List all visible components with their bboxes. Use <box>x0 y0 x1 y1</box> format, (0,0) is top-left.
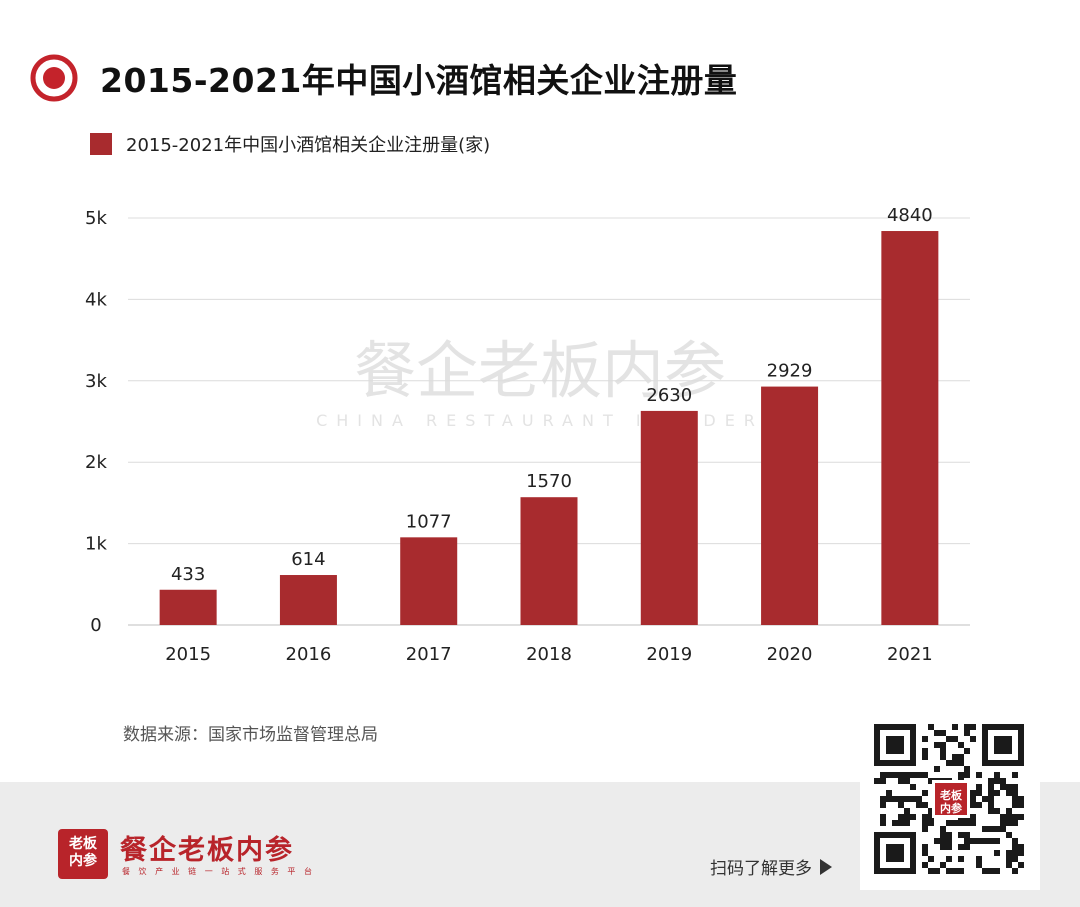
data-label: 614 <box>291 549 325 570</box>
arrow-right-icon <box>820 858 832 875</box>
y-tick-label: 3k <box>85 371 107 392</box>
x-tick-label: 2020 <box>767 644 813 665</box>
qr-badge-line2: 内参 <box>940 802 962 815</box>
qr-code-icon <box>874 724 1024 874</box>
target-icon <box>30 54 78 102</box>
y-tick-label: 1k <box>85 534 107 555</box>
x-tick-label: 2016 <box>286 644 332 665</box>
source-note: 数据来源：国家市场监督管理总局 <box>123 725 378 745</box>
data-label: 1077 <box>406 511 452 532</box>
y-tick-label: 2k <box>85 452 107 473</box>
bar <box>881 231 939 626</box>
x-tick-label: 2017 <box>406 644 452 665</box>
scan-label: 扫码了解更多 <box>710 859 812 879</box>
brand-name: 餐企老板内参 <box>120 835 294 866</box>
data-label: 433 <box>171 564 205 585</box>
bar <box>159 589 217 625</box>
logo-text-line1: 老板 <box>69 836 97 852</box>
qr-badge-line1: 老板 <box>940 789 962 802</box>
data-label: 2929 <box>767 361 813 382</box>
x-tick-label: 2019 <box>646 644 692 665</box>
qr-code[interactable]: 老板 内参 <box>860 712 1040 890</box>
brand-tagline: 餐 饮 产 业 链 一 站 式 服 务 平 台 <box>122 867 315 876</box>
x-tick-label: 2021 <box>887 644 933 665</box>
data-label: 1570 <box>526 471 572 492</box>
y-tick-label: 0 <box>90 615 101 636</box>
logo-text-line2: 内参 <box>69 853 97 869</box>
bar <box>279 575 337 625</box>
bar <box>761 386 819 625</box>
bar <box>640 410 698 625</box>
qr-badge-logo: 老板 内参 <box>932 780 970 818</box>
x-tick-label: 2015 <box>165 644 211 665</box>
title-row: 2015-2021年中国小酒馆相关企业注册量 <box>30 48 737 108</box>
bar <box>400 537 458 625</box>
bar <box>520 497 578 625</box>
scan-prompt[interactable]: 扫码了解更多 <box>710 854 832 879</box>
page-title: 2015-2021年中国小酒馆相关企业注册量 <box>100 61 738 100</box>
x-tick-label: 2018 <box>526 644 572 665</box>
data-label: 4840 <box>887 205 933 226</box>
legend-swatch <box>90 133 112 155</box>
data-label: 2630 <box>646 385 692 406</box>
watermark-text: 餐企老板内参 <box>354 334 726 407</box>
y-tick-label: 4k <box>85 289 107 310</box>
legend-label: 2015-2021年中国小酒馆相关企业注册量(家) <box>126 135 491 156</box>
brand-logo-icon: 老板 内参 <box>58 829 108 879</box>
chart-legend: 2015-2021年中国小酒馆相关企业注册量(家) <box>90 131 490 157</box>
y-tick-label: 5k <box>85 208 107 229</box>
